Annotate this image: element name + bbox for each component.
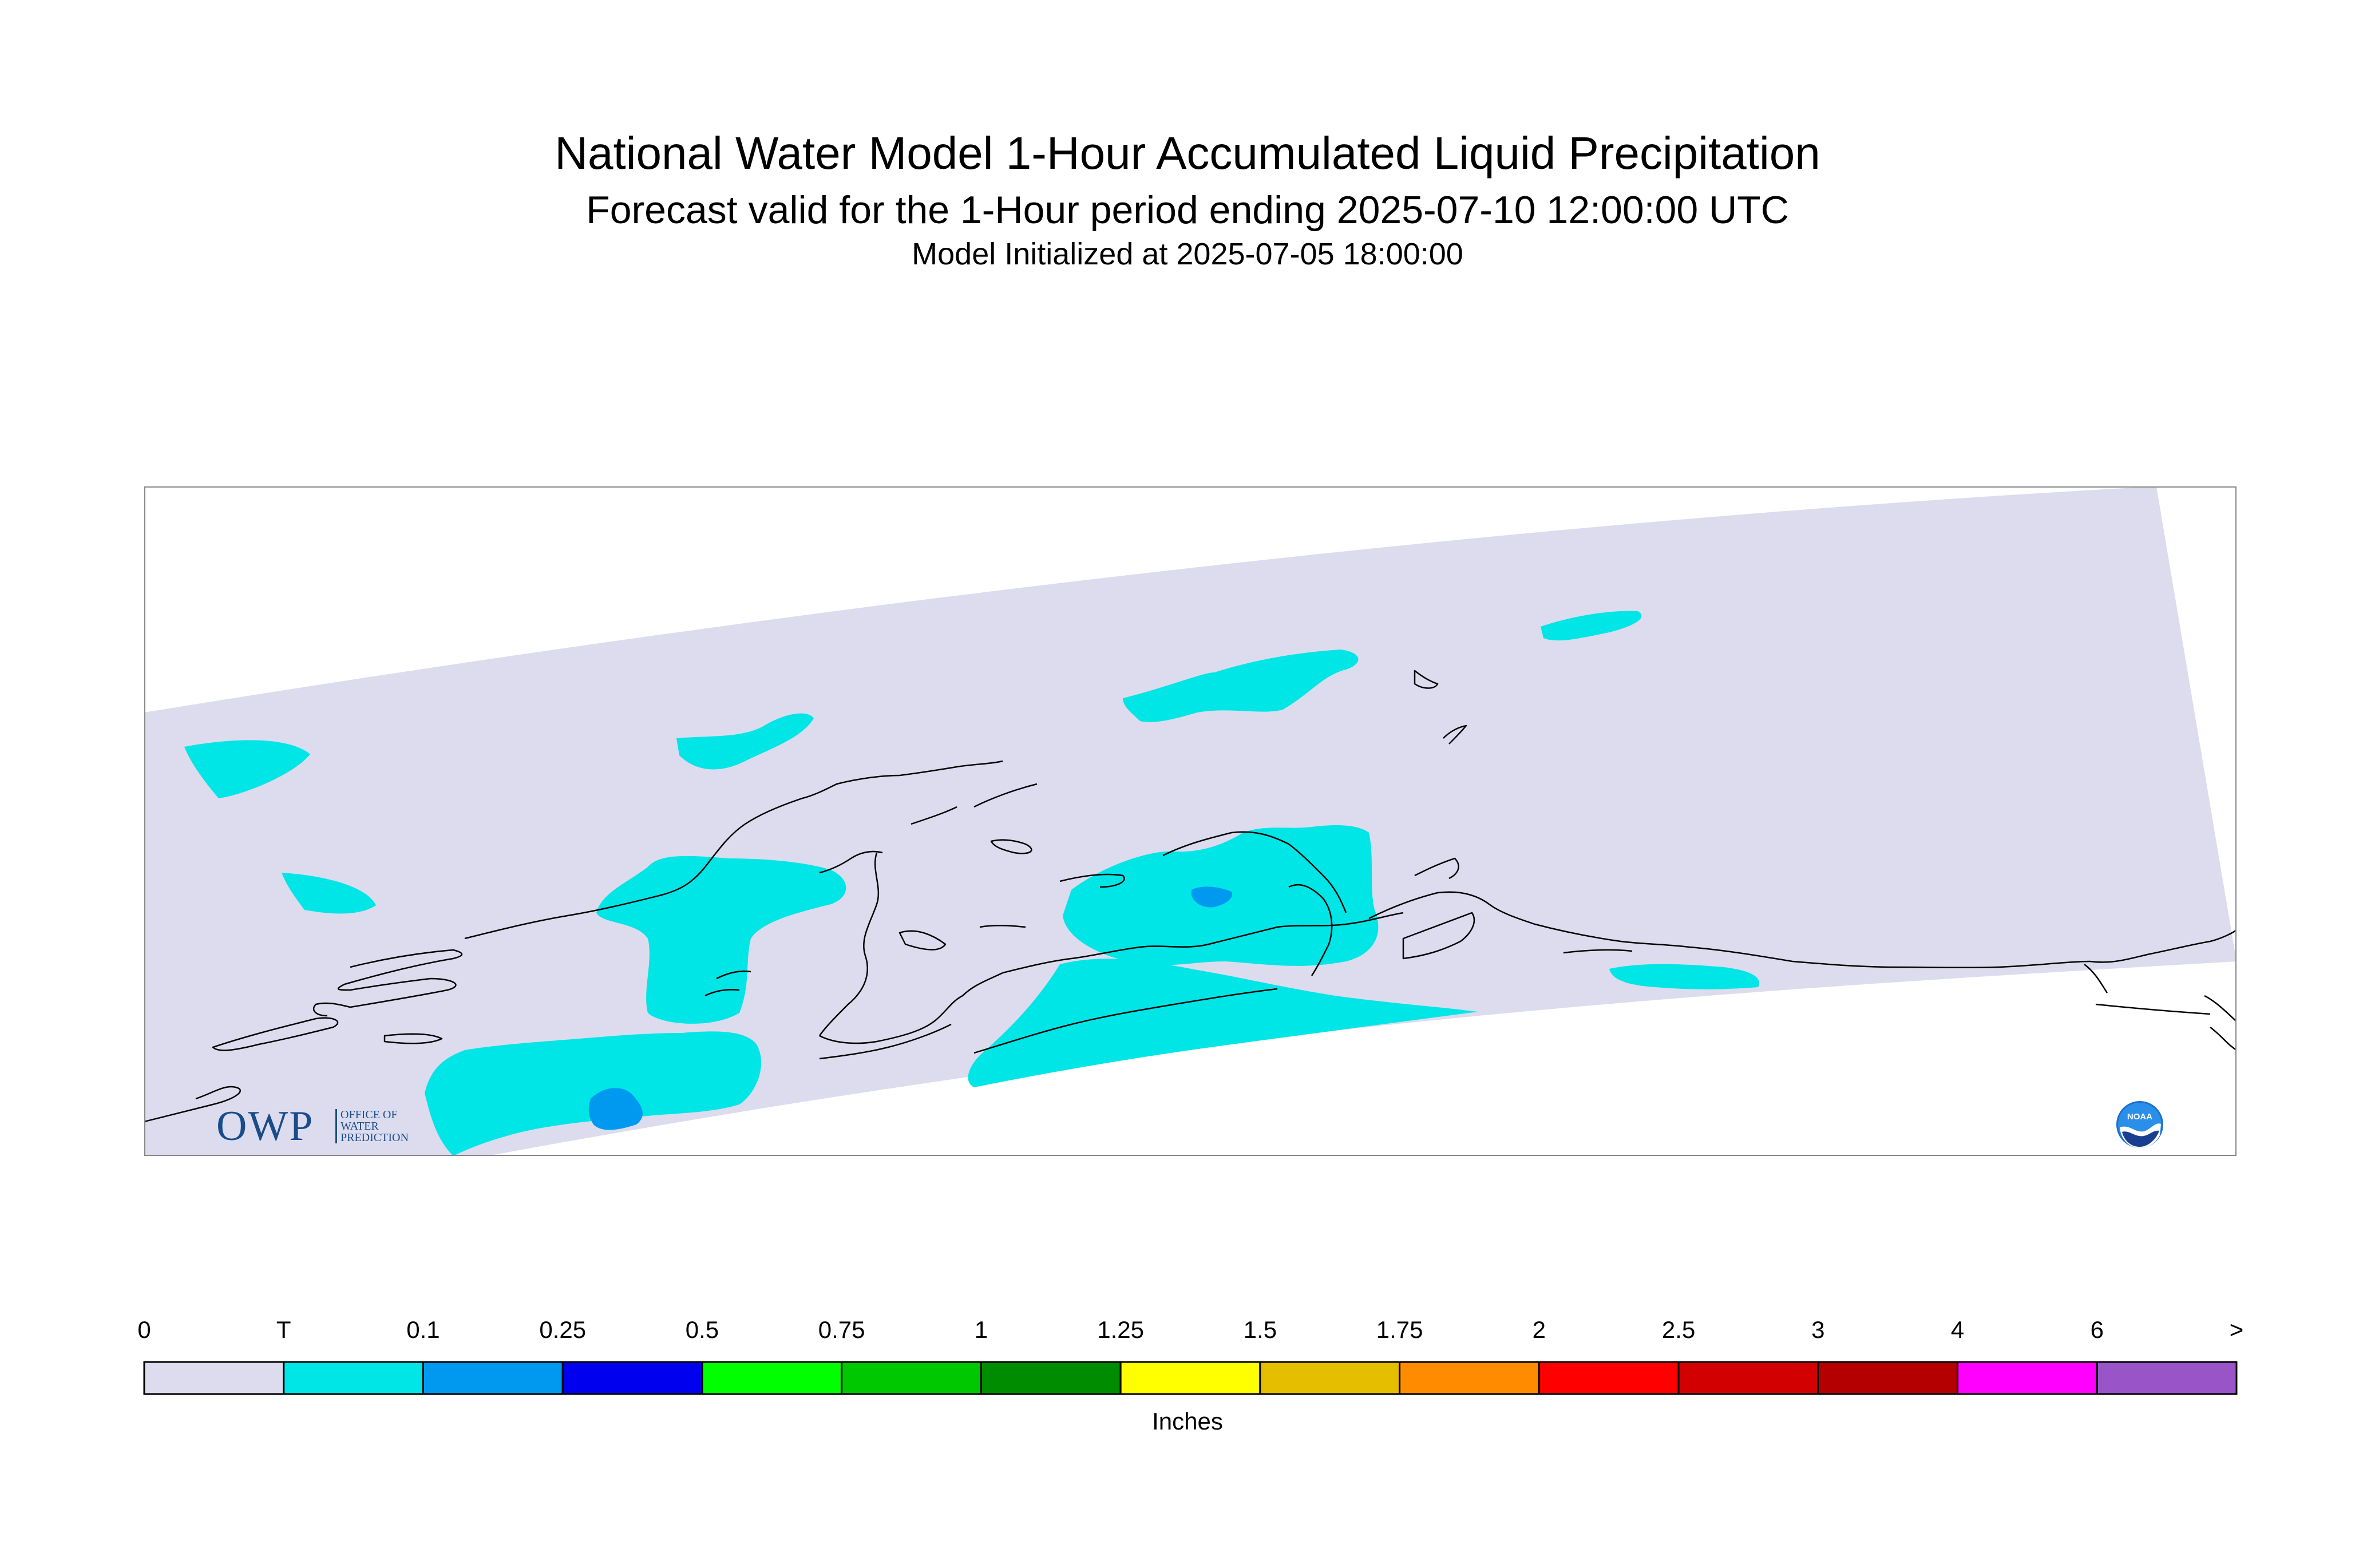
colorbar-cell xyxy=(980,1361,1122,1395)
colorbar-cell xyxy=(561,1361,703,1395)
colorbar-cell xyxy=(283,1361,424,1395)
colorbar-tick-label: 2 xyxy=(1532,1316,1546,1343)
coastline xyxy=(1443,724,1467,745)
colorbar-tick-label: T xyxy=(276,1316,291,1343)
coastline xyxy=(212,1017,339,1051)
coastline xyxy=(1002,912,1404,974)
colorbar-cell xyxy=(422,1361,564,1395)
colorbar-cell xyxy=(841,1361,982,1395)
coastline xyxy=(2089,929,2237,963)
coastlines xyxy=(144,670,2237,1123)
map-frame xyxy=(144,486,2237,1156)
coastline xyxy=(1288,884,1333,976)
colorbar-tick-label: 2.5 xyxy=(1661,1316,1696,1343)
precip-area xyxy=(968,959,1478,1087)
precip-area xyxy=(425,1031,762,1156)
coastline xyxy=(819,972,1003,1044)
coastline xyxy=(911,806,957,825)
colorbar-tick-label: 1.25 xyxy=(1097,1316,1144,1343)
colorbar-cell xyxy=(1817,1361,1959,1395)
precip-area xyxy=(184,740,310,798)
coastline xyxy=(979,925,1026,928)
colorbar-cell xyxy=(2096,1361,2238,1395)
colorbar-tick-label: 1 xyxy=(974,1316,988,1343)
coastline xyxy=(973,988,1278,1054)
colorbar-tick-label: 1.75 xyxy=(1376,1316,1423,1343)
coastline xyxy=(1563,949,1633,954)
precip-area xyxy=(1541,611,1642,641)
model-initialized-subtitle: Model Initialized at 2025-07-05 18:00:00 xyxy=(912,237,1463,271)
coastline xyxy=(1368,891,2091,969)
coastline xyxy=(716,970,751,980)
colorbar-cell xyxy=(1957,1361,2098,1395)
coastline xyxy=(990,839,1032,854)
map-title: National Water Model 1-Hour Accumulated … xyxy=(555,128,1820,179)
colorbar-tick-label: 3 xyxy=(1811,1316,1825,1343)
colorbar-tick-label: 6 xyxy=(2090,1316,2104,1343)
light-precip-areas xyxy=(588,886,1232,1130)
precip-area xyxy=(596,856,846,1024)
coastline xyxy=(1402,912,1475,960)
coastline xyxy=(144,1086,241,1123)
coastline xyxy=(337,949,463,1008)
colorbar-cell xyxy=(1259,1361,1401,1395)
coastline xyxy=(818,852,880,1036)
colorbar-units-label: Inches xyxy=(1152,1408,1223,1435)
colorbar-tick-label: 0.75 xyxy=(818,1316,865,1343)
colorbar-tick-label: 0.1 xyxy=(406,1316,440,1343)
precip-area xyxy=(588,1088,643,1130)
colorbar-cell xyxy=(143,1361,285,1395)
coastline xyxy=(1162,831,1347,913)
colorbar-tick-label: 0.25 xyxy=(539,1316,587,1343)
precip-area xyxy=(1192,886,1232,908)
coastline xyxy=(464,760,1003,940)
coastline xyxy=(1414,670,1439,689)
coastline xyxy=(1059,873,1125,888)
precip-area xyxy=(1123,650,1359,722)
colorbar-cell xyxy=(701,1361,843,1395)
precip-area xyxy=(676,713,814,770)
coastline xyxy=(819,850,883,874)
coastline xyxy=(819,1023,952,1060)
noaa-logo: NOAA xyxy=(2116,1101,2163,1148)
coastline xyxy=(2084,964,2108,993)
colorbar-tick-label: 1.5 xyxy=(1243,1316,1277,1343)
coastline xyxy=(898,930,947,951)
colorbar-tick-label: 0 xyxy=(137,1316,151,1343)
colorbar-tick-label: 0.5 xyxy=(685,1316,719,1343)
coastline xyxy=(312,1002,351,1017)
precip-area xyxy=(1609,964,1759,989)
svg-text:NOAA: NOAA xyxy=(2127,1112,2152,1122)
colorbar-tick-label: 4 xyxy=(1950,1316,1965,1343)
precip-area xyxy=(282,873,376,914)
coastline xyxy=(1414,857,1459,880)
colorbar-cell xyxy=(1538,1361,1680,1395)
coastline xyxy=(2210,1027,2237,1051)
coastline xyxy=(704,989,740,997)
coastline xyxy=(383,1033,443,1044)
colorbar-cell xyxy=(1399,1361,1540,1395)
forecast-valid-subtitle: Forecast valid for the 1-Hour period end… xyxy=(586,188,1789,232)
colorbar-cell xyxy=(1677,1361,1819,1395)
coastline xyxy=(973,783,1038,808)
coastline xyxy=(2204,995,2237,1022)
colorbar-cell xyxy=(1119,1361,1261,1395)
border xyxy=(2095,1003,2211,1015)
colorbar-tick-label: > xyxy=(2229,1316,2244,1343)
precipitation-map xyxy=(144,486,2237,1156)
